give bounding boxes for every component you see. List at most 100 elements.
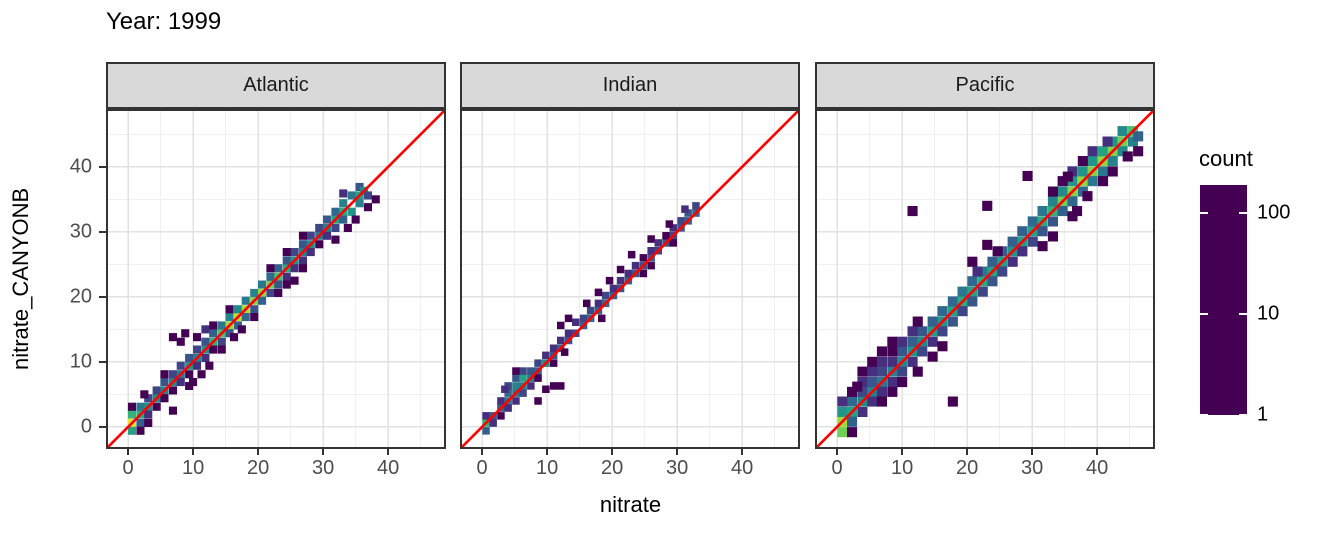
bin-tile — [897, 377, 908, 388]
bin-tile — [217, 337, 226, 346]
bin-tile — [594, 288, 603, 297]
x-tick-label: 0 — [831, 457, 843, 479]
bin-tile — [185, 381, 194, 390]
bin-tile — [363, 191, 372, 200]
bin-tile — [127, 410, 136, 419]
bin-tile — [987, 256, 998, 267]
y-tick-label: 30 — [69, 220, 92, 243]
bin-tile — [616, 276, 625, 285]
bin-tile — [977, 266, 988, 277]
bin-tile — [631, 261, 640, 270]
bin-tile — [876, 396, 887, 407]
x-tick-mark — [676, 448, 679, 455]
bin-tile — [497, 397, 505, 405]
bin-tile — [339, 199, 348, 208]
bin-tile — [315, 223, 324, 232]
bin-tile — [266, 264, 275, 273]
bin-tile — [140, 390, 149, 399]
y-axis-title: nitrate_CANYONB — [8, 187, 33, 370]
bin-tile — [927, 351, 938, 362]
bin-tile — [237, 325, 246, 334]
bin-tile — [967, 256, 978, 267]
bin-tile — [1077, 156, 1088, 167]
bin-tile — [534, 359, 542, 367]
panel-border — [106, 109, 446, 449]
legend-tick-label: 10 — [1257, 302, 1280, 325]
y-tick-mark — [99, 230, 106, 233]
bin-tile — [217, 321, 226, 330]
legend-colorbar — [1200, 185, 1247, 416]
x-tick-label: 10 — [890, 457, 914, 479]
facet-indian: Indian 0 10 20 30 40 — [460, 0, 800, 537]
bin-tile — [887, 377, 898, 388]
bin-tile — [967, 276, 978, 287]
bin-tile — [197, 370, 206, 379]
bin-tile — [250, 313, 259, 322]
bin-tile — [583, 299, 591, 308]
bin-tile — [193, 361, 202, 370]
bin-tile — [1107, 136, 1118, 147]
bin-tile — [647, 235, 655, 243]
bin-tile — [266, 272, 275, 281]
bin-tile — [306, 231, 315, 240]
bin-tile — [193, 333, 202, 342]
bin-tile — [482, 427, 490, 435]
bin-tile — [937, 326, 948, 337]
bin-tile — [982, 200, 993, 211]
bin-tile — [290, 248, 299, 257]
bin-tile — [887, 336, 898, 347]
bin-tile — [982, 239, 993, 250]
x-tick-mark — [966, 448, 969, 455]
bin-tile — [1082, 191, 1093, 202]
x-tick-label: 30 — [1020, 457, 1044, 479]
bin-tile — [1067, 211, 1078, 222]
bin-tile — [639, 254, 648, 262]
bin-tile — [201, 325, 210, 334]
bin-tile — [837, 406, 848, 417]
bin-tile — [876, 346, 887, 357]
x-tick-mark — [127, 448, 130, 455]
bin-tile — [160, 394, 169, 403]
bin-tile — [323, 215, 332, 224]
bin-tile — [1117, 126, 1128, 137]
facet-strip-pacific: Pacific — [815, 62, 1155, 109]
bin-tile — [306, 248, 315, 257]
bin-tile — [512, 367, 520, 375]
bin-tile — [144, 410, 153, 419]
bin-tile — [282, 280, 291, 289]
x-tick-label: 10 — [181, 457, 205, 479]
bin-tile — [298, 231, 307, 240]
bin-tile — [1017, 246, 1028, 257]
facet-pacific: Pacific 0 10 20 30 40 — [815, 0, 1155, 537]
bin-tile — [1102, 136, 1113, 147]
bin-tile — [887, 346, 898, 357]
bin-tile — [957, 306, 968, 317]
bin-tile — [560, 348, 569, 356]
bin-tile — [282, 256, 291, 265]
bin-tile — [549, 382, 558, 390]
bin-tile — [907, 336, 918, 347]
bin-tile — [601, 291, 610, 300]
bin-tile — [136, 418, 145, 427]
bin-tile — [847, 416, 858, 427]
bin-tile — [233, 305, 242, 314]
bin-tile — [160, 370, 169, 379]
bin-tile — [549, 359, 558, 367]
y-tick-label: 0 — [80, 415, 92, 438]
bin-tile — [557, 382, 565, 390]
identity-line — [460, 109, 800, 449]
bin-tile — [897, 336, 908, 347]
bin-tile — [1098, 166, 1109, 177]
bin-tile — [627, 250, 636, 259]
x-axis-title: nitrate — [599, 492, 662, 517]
bin-tile — [527, 382, 535, 390]
bin-tile — [201, 353, 210, 362]
plot-title: Year: 1999 — [106, 8, 222, 35]
bin-tile — [887, 386, 898, 397]
bin-tile — [225, 305, 234, 314]
bin-tile — [1077, 166, 1088, 177]
legend-tick-mark — [1200, 212, 1208, 215]
bin-tile — [355, 199, 364, 208]
bin-tile — [298, 264, 307, 273]
